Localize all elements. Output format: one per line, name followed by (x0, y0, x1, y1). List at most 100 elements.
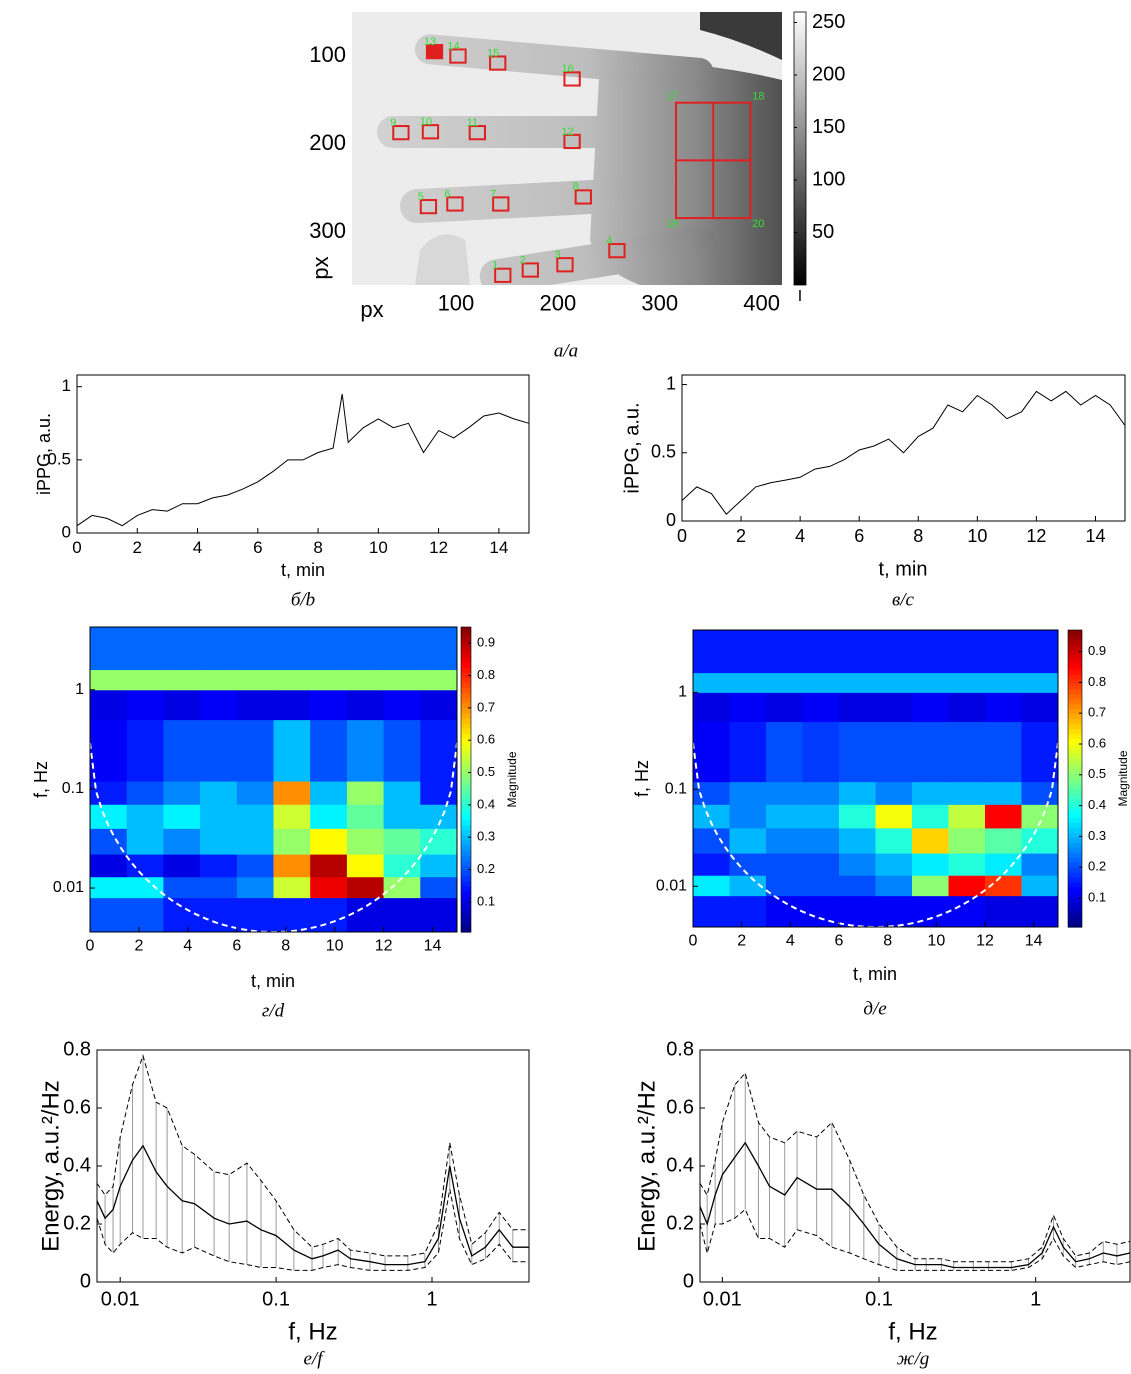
colorbar-tick-label: 0.6 (477, 732, 495, 747)
heatmap-cell (729, 630, 767, 674)
heatmap-cell (839, 672, 876, 693)
heatmap-cell (839, 692, 876, 723)
x-tick-label: 12 (375, 938, 393, 955)
roi-label: 19 (666, 218, 678, 230)
colorbar-segment (461, 743, 471, 750)
heatmap-cell (839, 875, 876, 897)
x-tick-label: 4 (183, 938, 192, 955)
heatmap-cell (1021, 827, 1059, 854)
colorbar-segment (1068, 852, 1082, 859)
heatmap-cell (383, 897, 421, 933)
colorbar-segment (461, 754, 471, 760)
heatmap-cell (839, 895, 876, 928)
heatmap-cell (273, 669, 311, 691)
heatmap-cell (420, 719, 458, 782)
colorbar-label: I (798, 288, 802, 305)
colorbar-tick-label: 0.1 (1088, 889, 1106, 904)
colorbar-tick-label: 0.9 (477, 635, 495, 650)
heatmap-cell (839, 853, 876, 876)
roi (494, 267, 512, 283)
axes-frame (692, 629, 1059, 928)
roi-label: 5 (418, 191, 424, 203)
heatmap-cell (693, 630, 730, 674)
y-tick-label: 0.6 (63, 1096, 91, 1118)
colorbar-tick-label: 200 (812, 63, 845, 85)
x-tick-label: 14 (1025, 933, 1043, 950)
heatmap-cell (875, 827, 913, 854)
colorbar-segment (1068, 684, 1082, 690)
heatmap-cell (346, 876, 385, 899)
heatmap-cell (236, 719, 274, 782)
heatmap-cell (766, 721, 803, 783)
colorbar-segment (1068, 704, 1082, 710)
colorbar-segment (1068, 922, 1082, 928)
caption: в/c (892, 589, 915, 610)
roi (421, 124, 440, 140)
heatmap-cell (729, 875, 767, 897)
heatmap-cell (693, 672, 730, 693)
colorbar-segment (461, 916, 471, 923)
heatmap-cell (802, 853, 840, 876)
heatmap-cell (729, 781, 767, 805)
x-tick-label: 8 (913, 526, 923, 546)
heatmap-cell (126, 627, 164, 671)
y-tick-label: 0.4 (666, 1154, 694, 1176)
colorbar-segment (1068, 644, 1082, 651)
heatmap-cell (839, 781, 876, 805)
colorbar-segment (461, 713, 471, 720)
x-tick-label: 10 (967, 526, 987, 546)
heatmap-cell (1021, 875, 1059, 897)
colorbar-tick-label: 150 (812, 116, 845, 138)
colorbar-segment (461, 810, 471, 816)
colorbar-segment (1068, 803, 1082, 809)
heatmap-cell (1021, 721, 1059, 783)
axes-frame (76, 374, 530, 534)
colorbar-segment (1068, 837, 1082, 844)
colorbar-segment (461, 733, 471, 740)
colorbar-segment (1068, 847, 1082, 854)
heatmap-cell (802, 692, 840, 723)
heatmap-cell (236, 854, 274, 878)
x-tick-label: 12 (1026, 526, 1046, 546)
x-tick-label: 2 (134, 938, 143, 955)
roi (563, 133, 581, 150)
colorbar-segment (1068, 743, 1082, 750)
x-tick-label: 0.01 (101, 1288, 140, 1310)
heatmap-cell (948, 895, 986, 928)
colorbar-segment (1068, 674, 1082, 681)
heatmap-cell (420, 669, 458, 691)
x-tick-label: 2 (133, 538, 142, 557)
axes-frame (96, 1049, 530, 1283)
heatmap-cell (729, 672, 767, 693)
roi (521, 262, 539, 278)
x-tick-label: 14 (489, 538, 508, 557)
y-axis-label: Energy, a.u.²/Hz (37, 1080, 64, 1252)
heatmap-cell (729, 692, 767, 723)
colorbar-tick-label: 0.8 (477, 667, 495, 682)
y-tick-label: 1 (678, 684, 687, 701)
colorbar-segment (1068, 753, 1082, 760)
heatmap-cell (766, 895, 803, 928)
heatmap-cell (985, 692, 1022, 723)
colorbar-segment (461, 926, 471, 933)
colorbar-tick-label: 0.3 (477, 829, 495, 844)
colorbar-segment (461, 830, 471, 837)
heatmap-cell (948, 853, 986, 876)
colorbar-segment (1068, 857, 1082, 864)
colorbar-segment (461, 698, 471, 704)
colorbar-segment (461, 738, 471, 745)
heatmap-cell (163, 781, 201, 805)
roi-label: 7 (490, 188, 496, 200)
heatmap-cell (766, 692, 803, 723)
colorbar-segment (461, 637, 471, 643)
heatmap-cell (729, 804, 767, 829)
heatmap-cell (985, 875, 1022, 897)
colorbar-segment (1068, 813, 1082, 819)
colorbar-segment (461, 886, 471, 892)
roi (563, 71, 581, 87)
heatmap-cell (693, 781, 730, 805)
x-axis-label: f, Hz (288, 1318, 337, 1345)
colorbar-segment (1068, 758, 1082, 765)
colorbar-segment (1068, 872, 1082, 879)
